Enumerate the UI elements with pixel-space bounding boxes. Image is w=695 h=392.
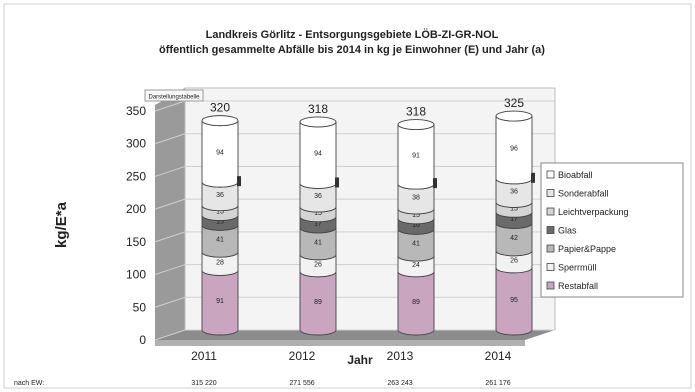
- y-tick-label: 350: [126, 104, 146, 118]
- y-axis: 0 50 100 150 200 250 300 350: [126, 104, 146, 347]
- cylinder-top: [201, 115, 239, 127]
- segment-marker: [335, 177, 339, 188]
- chart-title-line2: öffentlich gesammelte Abfälle bis 2014 i…: [159, 44, 545, 56]
- segment-value-label: 94: [216, 149, 224, 156]
- cylinder-top: [299, 116, 337, 128]
- x-tick-label: 2011: [191, 349, 217, 363]
- gridline-side: [154, 165, 186, 177]
- legend-label: Papier&Pappe: [558, 244, 616, 254]
- segment-value-label: 17: [510, 216, 518, 223]
- floor-edge: [155, 340, 525, 346]
- gridline-side: [154, 100, 186, 112]
- legend: Bioabfall Sonderabfall Leichtverpackung Gla…: [540, 162, 684, 298]
- population-value: 271 556: [289, 380, 314, 387]
- legend-label: Restabfall: [558, 281, 598, 291]
- y-tick-label: 100: [126, 268, 146, 282]
- segment-value-label: 15: [412, 212, 420, 219]
- segment-value-label: 36: [510, 189, 518, 196]
- total-label: 325: [504, 96, 524, 110]
- total-label: 318: [406, 105, 426, 119]
- bar-stack-2011: 91 28 41 15 15 36 94 320: [201, 101, 241, 336]
- legend-swatch: [546, 263, 555, 271]
- y-tick-label: 50: [133, 300, 147, 314]
- bar-stack-2013: 89 24 41 16 15 38 91 318: [397, 105, 437, 336]
- bars: 91 28 41 15 15 36 94 320 89 26 41 17 15 36 94 318 89 24 41…: [201, 96, 535, 336]
- legend-swatch: [546, 281, 555, 290]
- total-label: 318: [308, 102, 328, 116]
- y-tick-label: 250: [126, 169, 146, 183]
- segment-value-label: 41: [216, 237, 224, 244]
- legend-label: Glas: [558, 226, 577, 236]
- gridline-side: [154, 329, 186, 341]
- legend-swatch: [546, 207, 555, 216]
- legend-label: Sonderabfall: [558, 189, 609, 199]
- legend-swatch: [546, 170, 555, 179]
- segment-value-label: 15: [510, 205, 518, 212]
- x-tick-label: 2014: [485, 349, 512, 363]
- segment-value-label: 38: [412, 195, 420, 202]
- segment-marker: [531, 172, 535, 183]
- population-value: 263 243: [387, 380, 412, 387]
- bar-stack-2012: 89 26 41 17 15 36 94 318: [299, 102, 339, 336]
- chart-title-line1: Landkreis Görlitz - Entsorgungsgebiete L…: [206, 28, 499, 41]
- segment-value-label: 17: [314, 220, 322, 227]
- cylinder-top: [397, 119, 435, 131]
- legend-label: Leichtverpackung: [558, 207, 629, 217]
- x-axis: 2011 2012 2013 2014: [191, 349, 512, 363]
- segment-value-label: 94: [314, 151, 322, 158]
- legend-swatch: [546, 189, 555, 197]
- segment-value-label: 16: [412, 222, 420, 229]
- segment-value-label: 26: [510, 257, 518, 264]
- side-wall: [155, 88, 185, 340]
- legend-swatch: [546, 226, 555, 234]
- population-value: 315 220: [191, 380, 216, 387]
- gridline-side: [154, 296, 186, 308]
- y-tick-label: 200: [126, 202, 146, 216]
- floor: [155, 330, 555, 340]
- segment-marker: [237, 176, 241, 187]
- segment-value-label: 89: [412, 299, 420, 306]
- segment-value-label: 42: [510, 235, 518, 242]
- segment-value-label: 24: [412, 262, 420, 269]
- gridline-side: [154, 133, 186, 145]
- segment-value-label: 15: [216, 218, 224, 225]
- cylinder-top: [495, 110, 533, 122]
- segment-value-label: 89: [314, 299, 322, 306]
- x-tick-label: 2012: [289, 349, 316, 363]
- segment-value-label: 41: [314, 239, 322, 246]
- segment-value-label: 15: [314, 210, 322, 217]
- segment-value-label: 26: [314, 261, 322, 268]
- segment-value-label: 36: [216, 192, 224, 199]
- y-axis-label: kg/E*a: [53, 201, 70, 248]
- corner-label: Darstellungstabelle: [148, 95, 200, 101]
- segment-value-label: 15: [216, 209, 224, 216]
- segment-value-label: 95: [510, 297, 518, 304]
- gridline-side: [154, 264, 186, 276]
- y-tick-label: 0: [139, 333, 146, 347]
- gridlines: [154, 100, 555, 341]
- corner-label-box: Darstellungstabelle: [144, 89, 204, 102]
- bar-stack-2014: 95 26 42 17 15 36 96 325: [495, 96, 535, 336]
- population-label: nach EW:: [14, 380, 44, 387]
- legend-label: Bioabfall: [558, 170, 593, 180]
- total-label: 320: [210, 101, 230, 115]
- x-axis-label: Jahr: [347, 353, 373, 367]
- population-value: 261 176: [485, 380, 510, 387]
- segment-value-label: 41: [412, 241, 420, 248]
- segment-marker: [433, 178, 437, 189]
- y-tick-label: 150: [126, 235, 146, 249]
- gridline-side: [154, 198, 186, 210]
- segment-value-label: 28: [216, 259, 224, 266]
- legend-label: Sperrmüll: [558, 263, 597, 273]
- segment-value-label: 96: [510, 145, 518, 152]
- segment-value-label: 91: [412, 152, 420, 159]
- legend-swatch: [546, 244, 555, 253]
- gridline-side: [154, 231, 186, 243]
- segment-value-label: 91: [216, 298, 224, 305]
- y-tick-label: 300: [126, 137, 146, 151]
- x-tick-label: 2013: [387, 349, 414, 363]
- segment-value-label: 36: [314, 193, 322, 200]
- population-row: nach EW: 315 220 271 556 263 243 261 176: [14, 380, 511, 387]
